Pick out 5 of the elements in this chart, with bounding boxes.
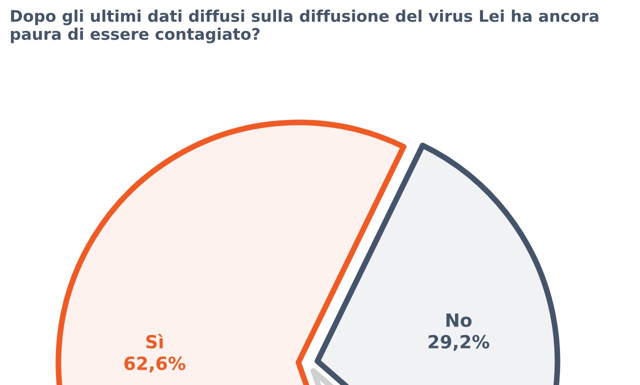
chart-title: Dopo gli ultimi dati diffusi sulla diffusione del virus Lei ha ancora paura di essere contagiato? [10,10,598,44]
data-label: 29,2% [428,334,490,351]
data-label: 62,6% [124,356,186,372]
slice-label: No [446,314,472,327]
slice-label: Sì [146,334,163,349]
